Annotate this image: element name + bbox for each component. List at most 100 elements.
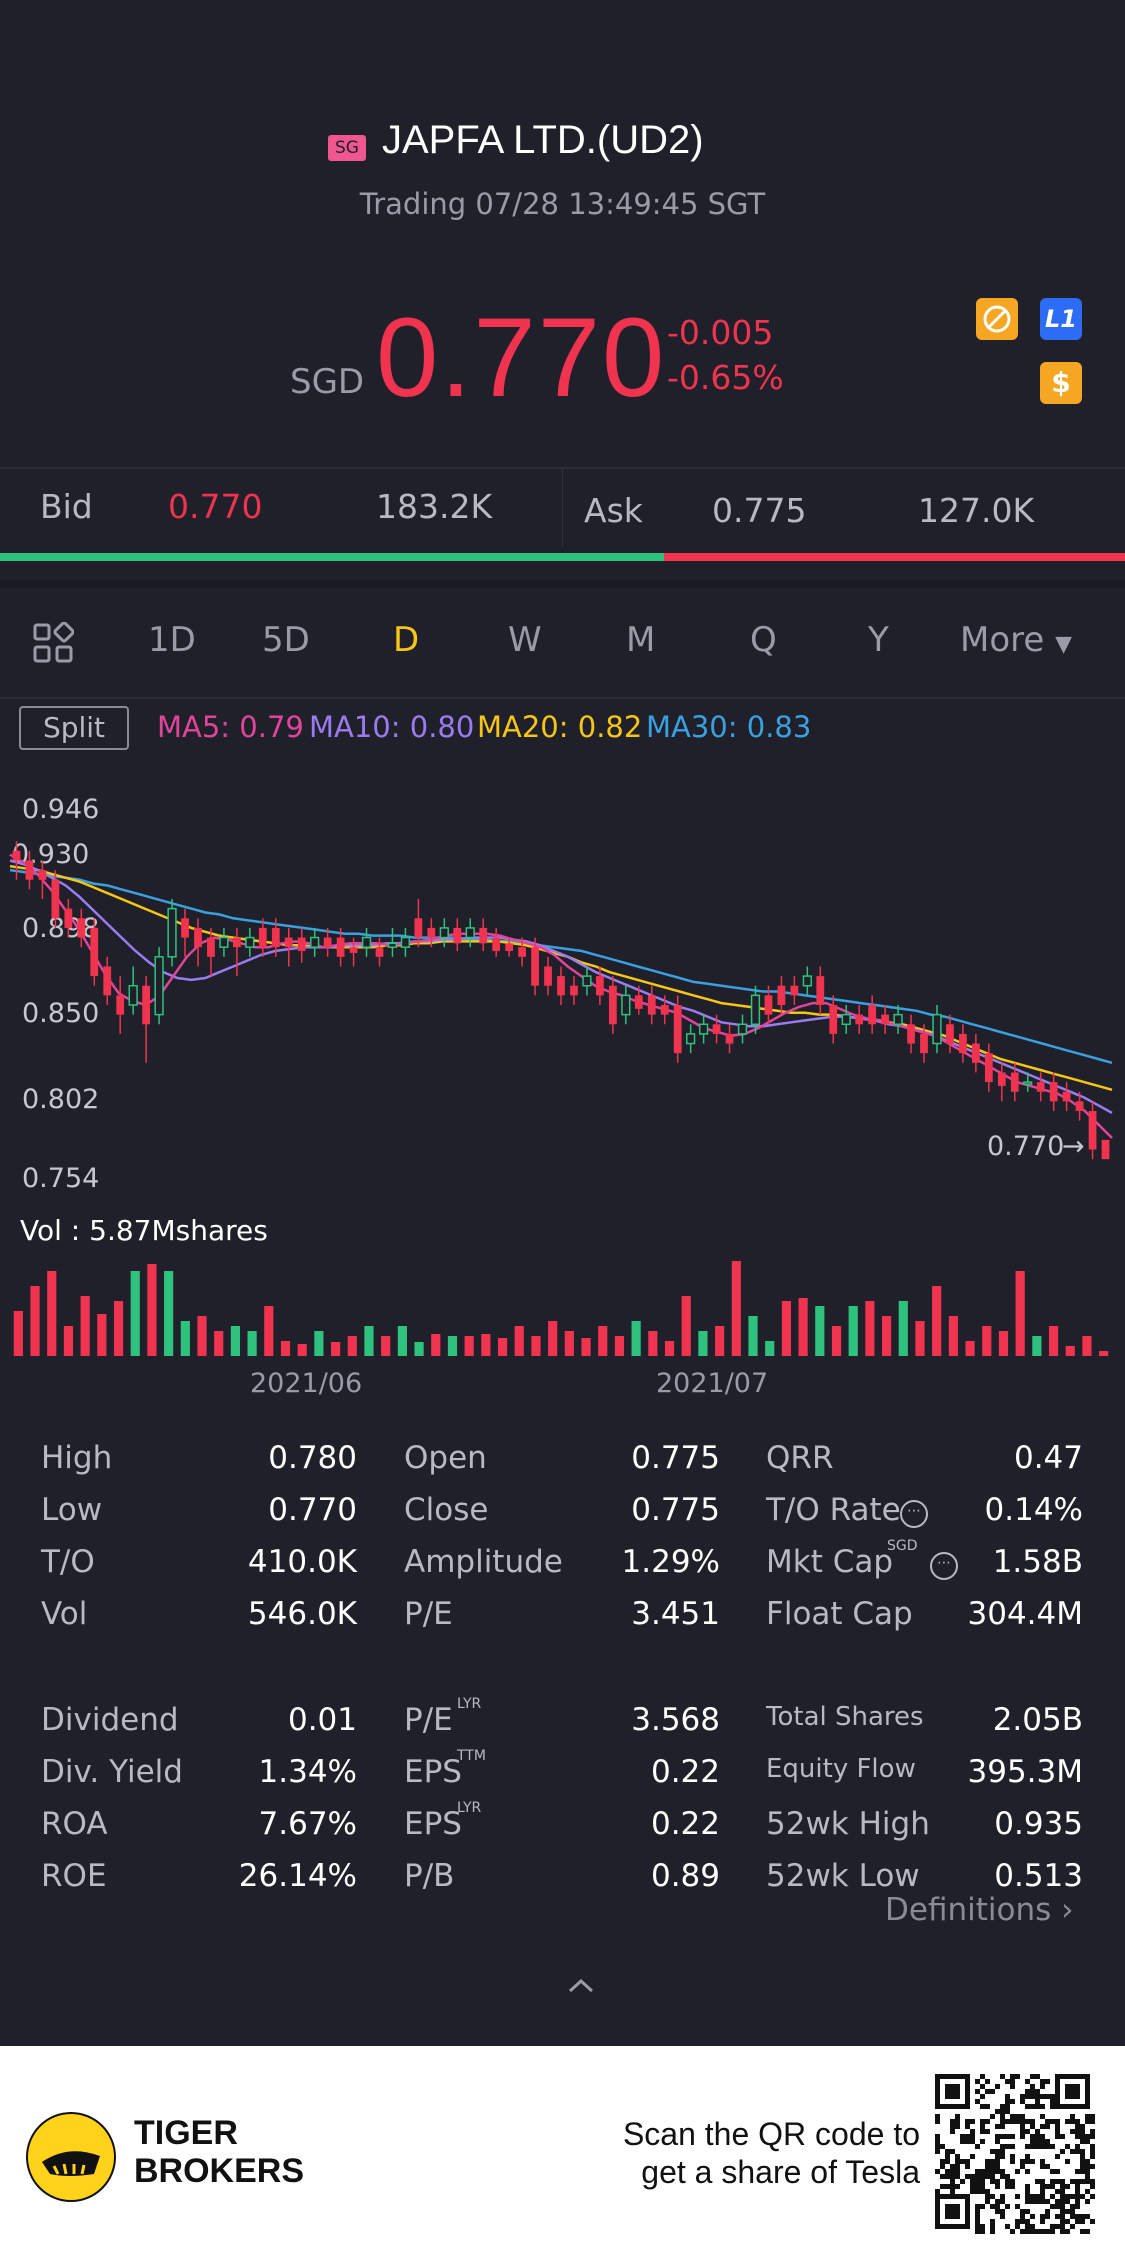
volume-bar: [915, 1321, 925, 1356]
stat-value: 0.935: [994, 1806, 1083, 1842]
candle-body: [142, 985, 151, 1025]
y-tick-label: 0.850: [22, 998, 99, 1029]
tab-q[interactable]: Q: [750, 620, 777, 660]
candle-body: [453, 927, 462, 944]
period-tabs: 1D 5D D W M Q Y More ▼: [0, 600, 1125, 680]
candle: [1101, 1139, 1110, 1160]
volume-bar: [998, 1331, 1009, 1356]
volume-bar: [598, 1326, 608, 1356]
volume-bar: [848, 1306, 858, 1356]
tiger-logo-icon: [26, 2112, 116, 2202]
info-icon[interactable]: ⋯: [900, 1500, 928, 1528]
volume-bar: [898, 1301, 908, 1356]
candle: [608, 976, 617, 1034]
volume-bar: [548, 1321, 558, 1356]
tab-m[interactable]: M: [626, 620, 656, 660]
stat-label: 52wk Low: [766, 1858, 920, 1894]
tab-1d[interactable]: 1D: [148, 620, 196, 660]
no-short-icon[interactable]: [976, 298, 1018, 340]
stat-value: 546.0K: [247, 1596, 357, 1632]
stat-label: Total Shares: [766, 1702, 924, 1732]
stat-label: ROE: [41, 1858, 107, 1894]
split-button[interactable]: Split: [19, 706, 129, 750]
candle: [245, 927, 255, 957]
definitions-link[interactable]: Definitions ›: [885, 1892, 1074, 1928]
stat-label: Open: [404, 1440, 487, 1476]
candle-body: [284, 937, 293, 948]
stat-value: 0.775: [631, 1492, 720, 1528]
stat-value: 0.47: [1013, 1440, 1083, 1476]
stat-value: 2.05B: [992, 1702, 1083, 1738]
stat-value: 410.0K: [247, 1544, 357, 1580]
candle: [64, 899, 73, 938]
volume-bar: [531, 1336, 541, 1356]
candle-body: [621, 994, 631, 1016]
candle-body: [725, 1033, 734, 1044]
candle: [232, 927, 241, 977]
divider: [0, 580, 1125, 588]
quote-header: SG JAPFA LTD.(UD2) Trading 07/28 13:49:4…: [0, 0, 1125, 465]
y-tick-label: 0.754: [22, 1163, 99, 1194]
tab-more[interactable]: More ▼: [960, 620, 1072, 660]
candle: [103, 956, 112, 1005]
candle-body: [984, 1053, 993, 1083]
candle-body: [750, 994, 761, 1026]
promo-line2: get a share of Tesla: [641, 2154, 920, 2190]
candle: [1010, 1062, 1019, 1102]
candle-body: [673, 1005, 682, 1054]
candle: [465, 918, 475, 948]
volume-bar: [982, 1326, 992, 1356]
dollar-icon[interactable]: $: [1040, 362, 1082, 404]
candle-body: [544, 966, 552, 986]
candle: [116, 976, 125, 1034]
volume-bar: [381, 1336, 391, 1356]
volume-bar: [197, 1316, 207, 1356]
ma-legend: Split MA5: 0.79 MA10: 0.80 MA20: 0.82 MA…: [0, 700, 1125, 760]
candle-body: [375, 947, 384, 957]
grid-icon[interactable]: [32, 621, 75, 668]
candle: [375, 937, 384, 967]
ask-price: 0.775: [712, 491, 807, 530]
candle-body: [232, 937, 241, 948]
candle: [167, 899, 177, 967]
stat-label-superscript: TTM: [457, 1748, 486, 1764]
level1-icon[interactable]: L1: [1040, 298, 1082, 340]
volume-bar: [1032, 1336, 1042, 1356]
candle: [920, 1024, 928, 1063]
candle: [323, 927, 332, 957]
stat-label: P/E: [404, 1702, 453, 1738]
tab-5d[interactable]: 5D: [262, 620, 310, 660]
candle-body: [323, 937, 332, 948]
candle-body: [777, 985, 786, 1005]
candle: [1075, 1091, 1084, 1121]
ask-ratio-bar: [664, 553, 1125, 561]
candle-body: [802, 975, 812, 987]
candle-body: [1075, 1101, 1084, 1111]
tab-d[interactable]: D: [393, 620, 420, 660]
stat-label: Dividend: [41, 1702, 179, 1738]
tab-w[interactable]: W: [508, 620, 542, 660]
candle-body: [167, 907, 177, 958]
candle: [868, 995, 877, 1034]
candle-body: [1101, 1139, 1110, 1160]
volume-bar: [214, 1331, 224, 1356]
candle-body: [531, 947, 539, 986]
volume-bar: [330, 1342, 341, 1356]
candle: [1036, 1072, 1045, 1102]
info-icon[interactable]: ⋯: [930, 1552, 958, 1580]
chevron-up-icon[interactable]: [566, 1975, 596, 1999]
candle-body: [816, 976, 825, 1005]
candle-body: [194, 927, 202, 948]
candle: [737, 1014, 748, 1044]
candle-body: [841, 1013, 851, 1026]
stock-title: JAPFA LTD.(UD2): [382, 118, 704, 162]
candle: [946, 1014, 954, 1054]
candle: [310, 927, 320, 957]
volume-bar: [247, 1331, 257, 1356]
tab-y[interactable]: Y: [868, 620, 889, 660]
candle-body: [1010, 1072, 1019, 1092]
candle: [725, 1024, 734, 1054]
stat-value: 1.29%: [621, 1544, 720, 1580]
stat-value: 0.01: [287, 1702, 357, 1738]
